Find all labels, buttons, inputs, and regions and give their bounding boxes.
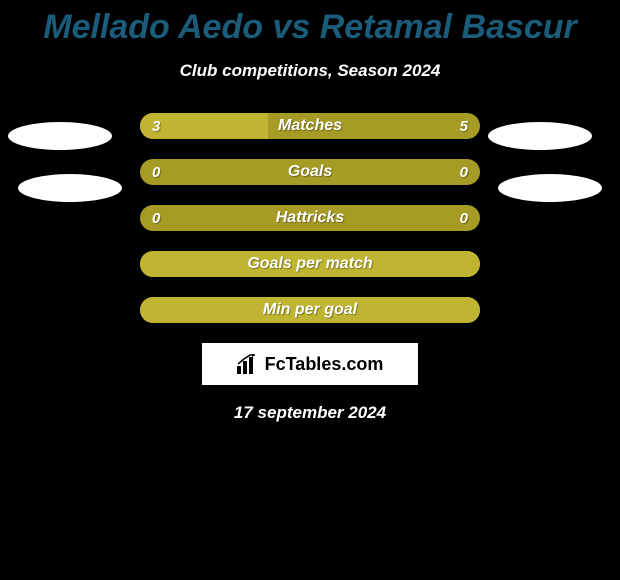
player-left-ellipse-2 [18, 174, 122, 202]
stat-row: 35Matches [140, 113, 480, 139]
stat-label: Matches [140, 113, 480, 139]
player-right-ellipse-2 [498, 174, 602, 202]
date-label: 17 september 2024 [0, 403, 620, 423]
bar-chart-icon [237, 354, 259, 374]
stat-row: Min per goal [140, 297, 480, 323]
logo-text: FcTables.com [265, 354, 384, 375]
infographic-root: Mellado Aedo vs Retamal Bascur Club comp… [0, 0, 620, 580]
stat-label: Goals [140, 159, 480, 185]
stat-row: 00Goals [140, 159, 480, 185]
logo-box: FcTables.com [202, 343, 418, 385]
player-left-ellipse-1 [8, 122, 112, 150]
page-title: Mellado Aedo vs Retamal Bascur [0, 0, 620, 47]
player-right-ellipse-1 [488, 122, 592, 150]
stat-label: Min per goal [140, 297, 480, 323]
subtitle: Club competitions, Season 2024 [0, 61, 620, 81]
stat-label: Hattricks [140, 205, 480, 231]
stat-row: 00Hattricks [140, 205, 480, 231]
chart-area: 35Matches 00Goals 00Hattricks Goals per mat… [0, 113, 620, 423]
stat-label: Goals per match [140, 251, 480, 277]
stat-row: Goals per match [140, 251, 480, 277]
